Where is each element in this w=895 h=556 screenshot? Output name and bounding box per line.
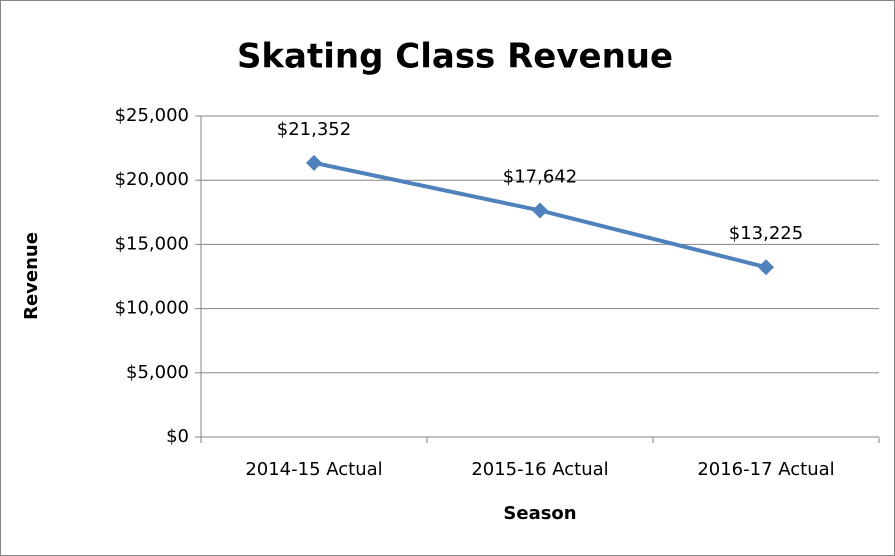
y-tick-label: $0	[166, 426, 189, 447]
x-tick-label: 2016-17 Actual	[697, 459, 834, 480]
y-tick-label: $15,000	[115, 233, 189, 254]
y-tick-label: $10,000	[115, 298, 189, 319]
x-tick-label: 2015-16 Actual	[471, 459, 608, 480]
marker	[306, 154, 322, 171]
data-label: $17,642	[503, 166, 577, 187]
x-tick-label: 2014-15 Actual	[245, 459, 382, 480]
data-label: $13,225	[729, 223, 803, 244]
y-axis-label: Revenue	[21, 232, 42, 320]
data-label: $21,352	[277, 119, 351, 140]
marker	[758, 259, 774, 276]
x-axis-label: Season	[503, 503, 576, 524]
y-tick-label: $25,000	[115, 105, 189, 126]
chart-title: Skating Class Revenue	[237, 37, 673, 77]
y-tick-label: $5,000	[126, 362, 189, 383]
marker	[532, 202, 548, 219]
y-tick-label: $20,000	[115, 169, 189, 190]
